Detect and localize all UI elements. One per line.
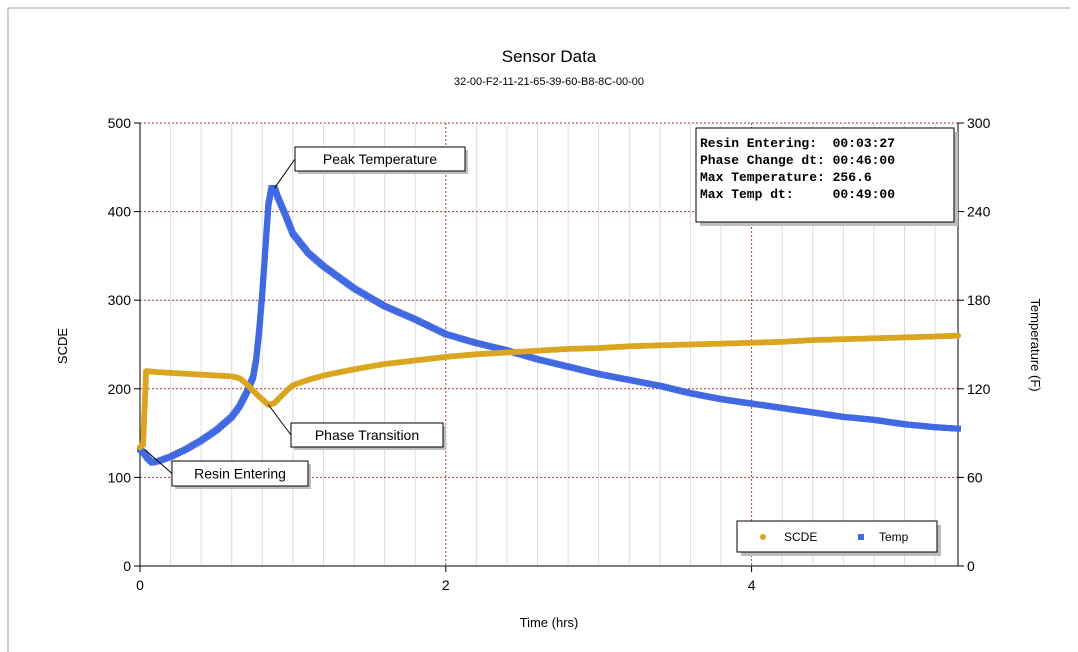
- y-tick-label-right: 0: [967, 558, 975, 574]
- series-layer: [137, 185, 961, 466]
- legend-marker-temp: [858, 534, 864, 540]
- y-tick-label-right: 300: [967, 115, 991, 131]
- data-point: [955, 425, 961, 432]
- y-tick-label-right: 180: [967, 292, 991, 308]
- x-tick-label: 0: [136, 577, 144, 593]
- callout-leader: [144, 448, 173, 474]
- callout-leader: [268, 404, 292, 436]
- chart-subtitle: 32-00-F2-11-21-65-39-60-B8-8C-00-00: [454, 76, 644, 88]
- y-tick-label-left: 400: [108, 204, 132, 220]
- y-tick-label-left: 100: [108, 469, 132, 485]
- y-tick-label-left: 200: [108, 381, 132, 397]
- x-tick-label: 4: [748, 577, 756, 593]
- y-tick-label-right: 60: [967, 469, 983, 485]
- series-temp: [137, 185, 961, 466]
- data-point: [955, 332, 961, 339]
- info-box-line: Resin Entering: 00:03:27: [700, 136, 895, 151]
- callout-box: [171, 460, 309, 487]
- x-tick-label: 2: [442, 577, 450, 593]
- annotation-callout: Phase Transition: [268, 404, 446, 450]
- annotation-label: Peak Temperature: [323, 151, 437, 167]
- legend-marker-scde: [760, 534, 766, 540]
- x-axis-label: Time (hrs): [520, 615, 579, 630]
- annotation-label: Phase Transition: [315, 427, 419, 443]
- y-tick-label-left: 500: [108, 115, 132, 131]
- annotation-label: Resin Entering: [194, 466, 286, 482]
- legend: SCDE Temp: [736, 520, 941, 556]
- series-scde: [137, 332, 961, 451]
- callout-box: [294, 146, 466, 172]
- y-axis-right-label: Temperature (F): [1028, 298, 1043, 391]
- info-box-line: Max Temperature: 256.6: [700, 170, 872, 185]
- callout-leader: [274, 158, 296, 189]
- y-axis-left-label: SCDE: [55, 328, 70, 364]
- chart-title: Sensor Data: [502, 47, 597, 66]
- callout-box: [290, 422, 444, 448]
- y-tick-label-left: 300: [108, 292, 132, 308]
- annotation-callout: Peak Temperature: [274, 146, 468, 189]
- legend-label-scde: SCDE: [784, 530, 817, 544]
- info-box-line: Phase Change dt: 00:46:00: [700, 153, 895, 168]
- y-tick-label-left: 0: [123, 558, 131, 574]
- y-tick-label-right: 120: [967, 381, 991, 397]
- legend-label-temp: Temp: [879, 530, 909, 544]
- annotation-callout: Resin Entering: [144, 448, 311, 489]
- y-tick-label-right: 240: [967, 204, 991, 220]
- annotations: Peak Temperature Phase Transition Resin En…: [144, 146, 468, 489]
- info-box-line: Max Temp dt: 00:49:00: [700, 187, 895, 202]
- grid: [140, 122, 958, 566]
- info-box: Resin Entering: 00:03:27 Phase Change dt…: [695, 127, 958, 226]
